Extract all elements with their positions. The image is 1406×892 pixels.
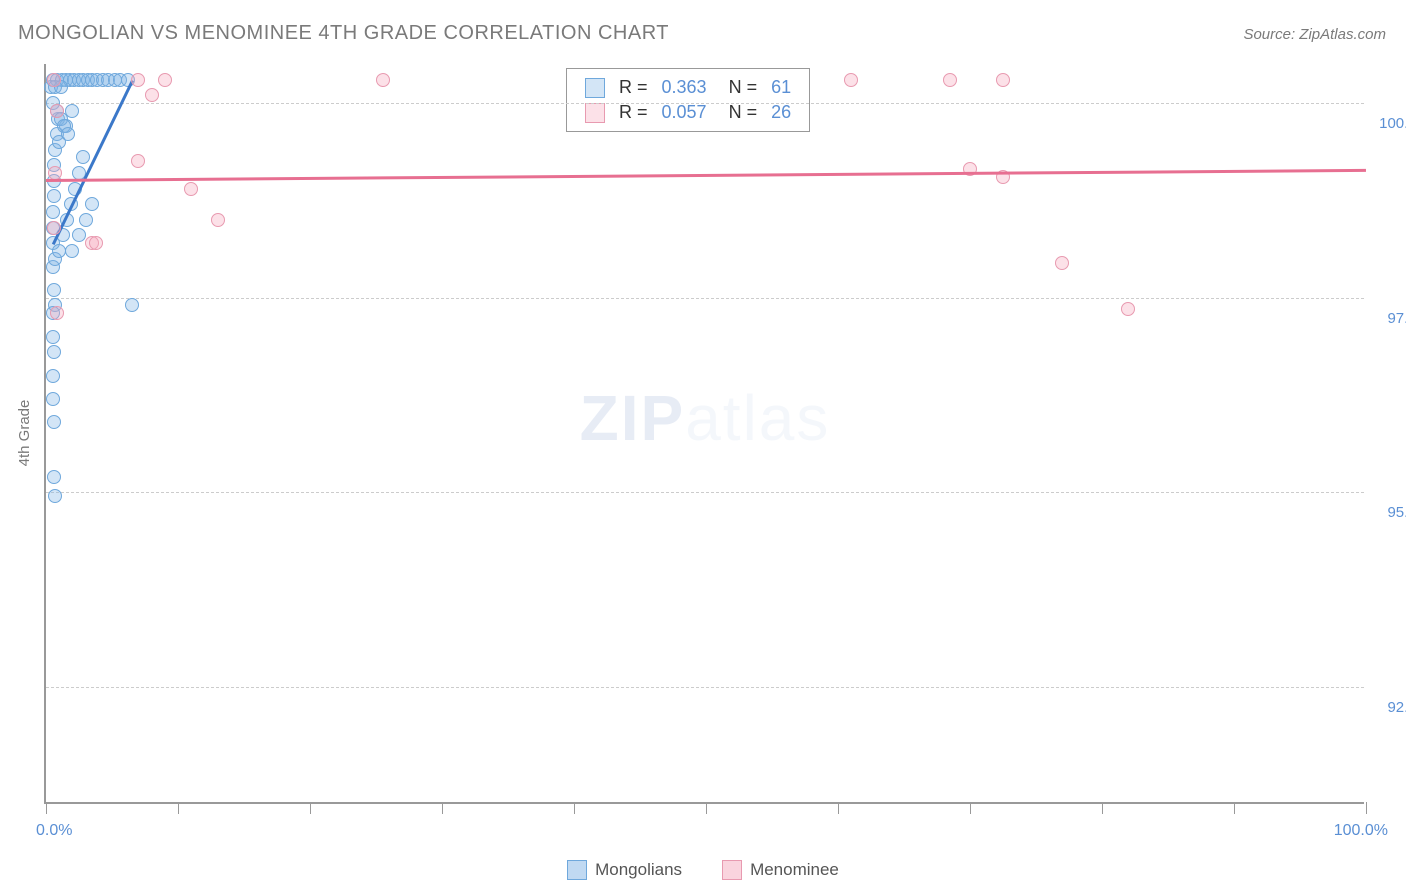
x-tick — [838, 802, 839, 814]
y-tick-label: 95.0% — [1370, 504, 1406, 521]
data-point — [52, 244, 66, 258]
data-point — [184, 182, 198, 196]
source-label: Source: ZipAtlas.com — [1243, 26, 1386, 43]
y-axis-title: 4th Grade — [16, 400, 33, 467]
data-point — [46, 205, 60, 219]
x-tick — [310, 802, 311, 814]
data-point — [89, 236, 103, 250]
x-tick — [442, 802, 443, 814]
x-tick — [706, 802, 707, 814]
data-point — [85, 197, 99, 211]
x-tick — [970, 802, 971, 814]
x-tick — [1102, 802, 1103, 814]
n-value: 61 — [771, 77, 791, 98]
data-point — [1055, 256, 1069, 270]
chart-title: MONGOLIAN VS MENOMINEE 4TH GRADE CORRELA… — [18, 22, 669, 45]
legend: Mongolians Menominee — [0, 860, 1406, 880]
data-point — [47, 470, 61, 484]
data-point — [61, 127, 75, 141]
data-point — [131, 73, 145, 87]
series-swatch — [585, 103, 605, 123]
x-tick — [574, 802, 575, 814]
data-point — [996, 73, 1010, 87]
data-point — [46, 392, 60, 406]
data-point — [145, 88, 159, 102]
stats-box: R = 0.363 N = 61 R = 0.057 N = 26 — [566, 68, 810, 132]
legend-label: Menominee — [750, 860, 839, 880]
data-point — [844, 73, 858, 87]
data-point — [1121, 302, 1135, 316]
data-point — [48, 489, 62, 503]
data-point — [125, 298, 139, 312]
r-label: R = — [619, 77, 648, 98]
data-point — [79, 213, 93, 227]
gridline — [46, 103, 1364, 104]
data-point — [47, 221, 61, 235]
legend-swatch — [567, 860, 587, 880]
data-point — [46, 330, 60, 344]
y-tick-label: 97.5% — [1370, 310, 1406, 327]
y-tick-label: 92.5% — [1370, 699, 1406, 716]
data-point — [943, 73, 957, 87]
n-value: 26 — [771, 102, 791, 123]
data-point — [65, 244, 79, 258]
gridline — [46, 298, 1364, 299]
x-tick — [1366, 802, 1367, 814]
legend-item: Mongolians — [567, 860, 682, 880]
watermark-atlas: atlas — [685, 382, 830, 454]
data-point — [47, 345, 61, 359]
x-tick — [46, 802, 47, 814]
data-point — [131, 154, 145, 168]
r-value: 0.363 — [662, 77, 707, 98]
x-tick — [1234, 802, 1235, 814]
data-point — [158, 73, 172, 87]
watermark-zip: ZIP — [580, 382, 686, 454]
x-axis-label-min: 0.0% — [36, 822, 72, 840]
plot-area: ZIPatlas 4th Grade 0.0% 100.0% R =0.363N… — [44, 64, 1364, 804]
y-tick-label: 100.0% — [1370, 115, 1406, 132]
legend-item: Menominee — [722, 860, 839, 880]
data-point — [76, 150, 90, 164]
data-point — [46, 369, 60, 383]
data-point — [47, 189, 61, 203]
data-point — [47, 415, 61, 429]
n-label: N = — [729, 77, 758, 98]
data-point — [376, 73, 390, 87]
watermark: ZIPatlas — [580, 381, 831, 455]
data-point — [50, 306, 64, 320]
trendline — [46, 169, 1366, 182]
series-swatch — [585, 78, 605, 98]
data-point — [72, 228, 86, 242]
chart-container: MONGOLIAN VS MENOMINEE 4TH GRADE CORRELA… — [0, 0, 1406, 892]
legend-label: Mongolians — [595, 860, 682, 880]
x-axis-label-max: 100.0% — [1334, 822, 1388, 840]
r-label: R = — [619, 102, 648, 123]
n-label: N = — [729, 102, 758, 123]
data-point — [47, 73, 61, 87]
data-point — [211, 213, 225, 227]
x-tick — [178, 802, 179, 814]
data-point — [65, 104, 79, 118]
legend-swatch — [722, 860, 742, 880]
data-point — [50, 104, 64, 118]
stats-row: R = 0.363 N = 61 — [585, 75, 791, 100]
data-point — [47, 283, 61, 297]
gridline — [46, 492, 1364, 493]
gridline — [46, 687, 1364, 688]
r-value: 0.057 — [662, 102, 707, 123]
